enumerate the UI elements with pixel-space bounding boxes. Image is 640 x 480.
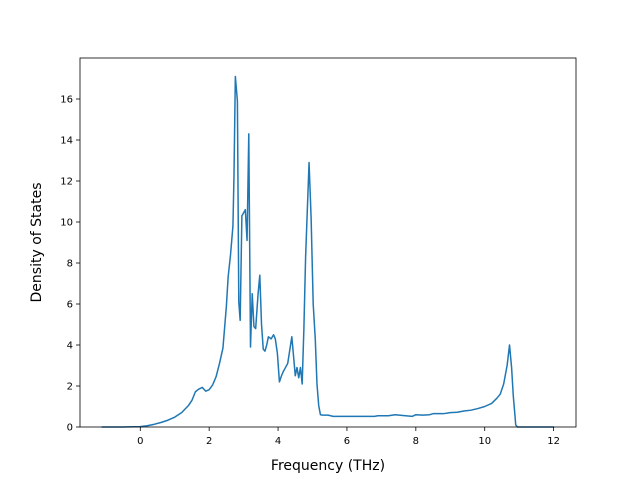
- x-tick-label: 8: [413, 436, 419, 447]
- x-tick-label: 6: [344, 436, 350, 447]
- y-tick-label: 14: [60, 136, 73, 147]
- y-tick-label: 12: [60, 177, 73, 188]
- x-axis-title: Frequency (THz): [271, 458, 385, 474]
- dos-series-line: [101, 75, 555, 428]
- x-axis: 0 2 4 6 8 10 12: [137, 427, 560, 447]
- y-tick-label: 6: [67, 300, 73, 311]
- x-tick-label: 2: [206, 436, 212, 447]
- y-tick-label: 0: [67, 423, 73, 434]
- x-tick-label: 4: [275, 436, 281, 447]
- x-tick-label: 10: [478, 436, 491, 447]
- y-tick-label: 16: [60, 95, 73, 106]
- y-axis: 0 2 4 6 8 10 12 14 16: [60, 95, 80, 434]
- y-axis-title: Density of States: [29, 183, 45, 303]
- y-tick-label: 8: [67, 259, 73, 270]
- y-tick-label: 2: [67, 382, 73, 393]
- y-tick-label: 4: [67, 341, 73, 352]
- x-tick-label: 12: [547, 436, 560, 447]
- x-tick-label: 0: [137, 436, 143, 447]
- y-tick-label: 10: [60, 218, 73, 229]
- series-layer: [101, 75, 555, 428]
- plot-frame: [79, 57, 577, 428]
